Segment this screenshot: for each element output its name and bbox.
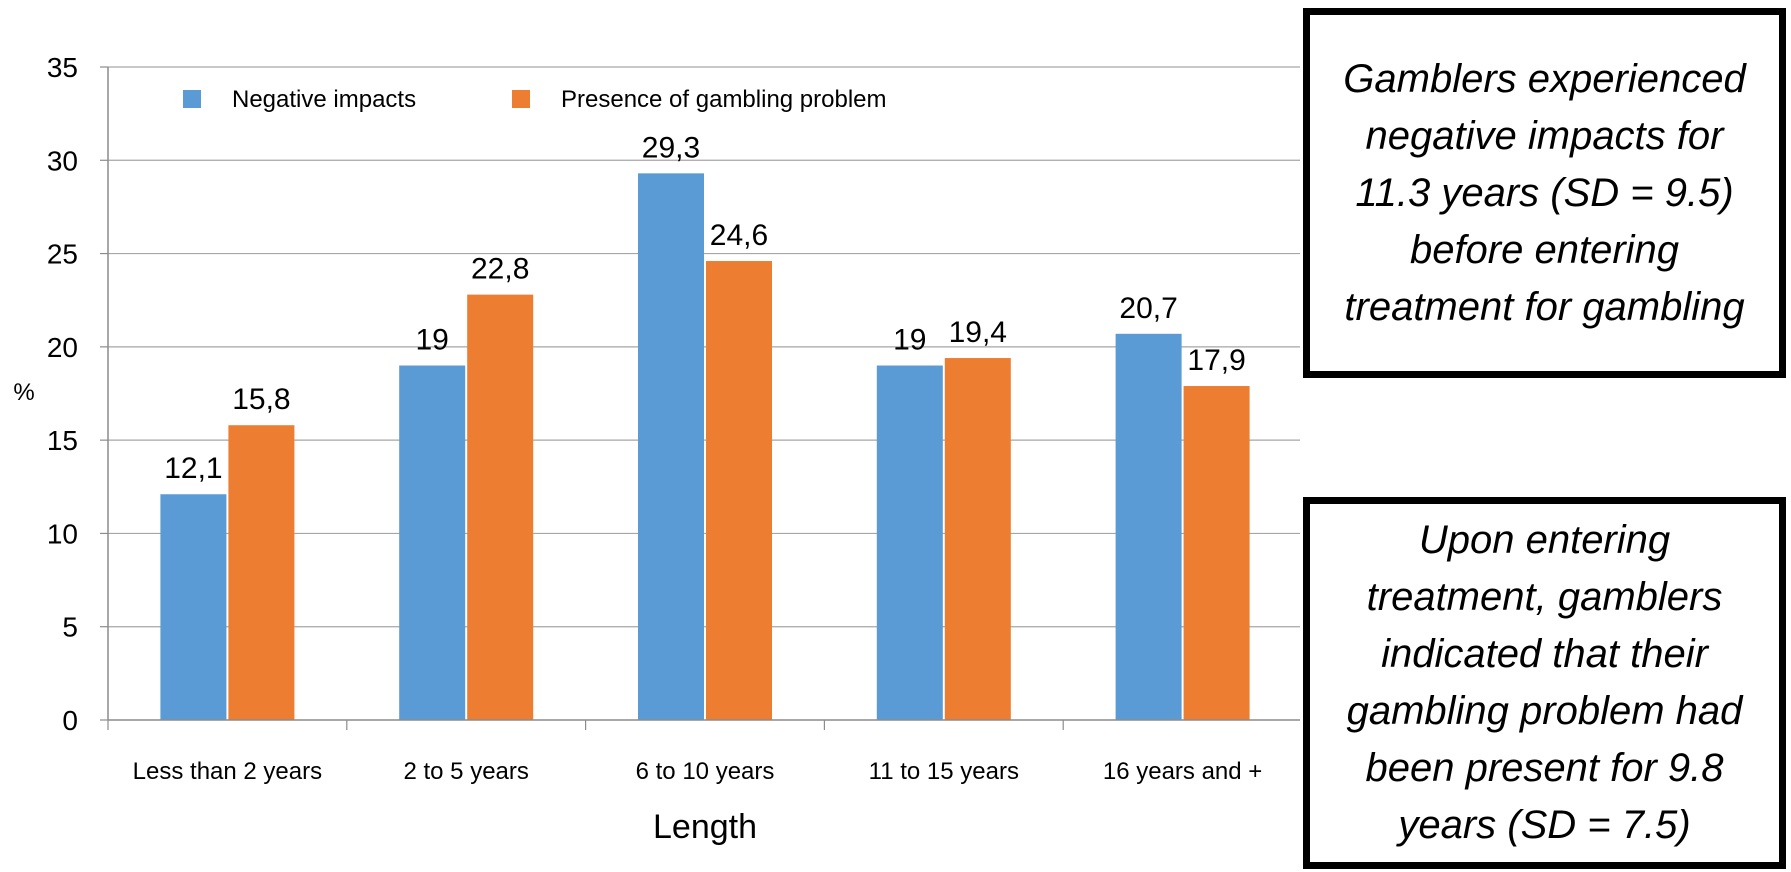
bar-negative-impacts bbox=[399, 365, 466, 720]
legend-label: Presence of gambling problem bbox=[561, 86, 887, 113]
data-label: 29,3 bbox=[642, 131, 700, 164]
bar-gambling-problem bbox=[228, 425, 295, 720]
data-label: 12,1 bbox=[164, 452, 222, 485]
bar-gambling-problem bbox=[944, 358, 1011, 720]
bar-negative-impacts bbox=[638, 173, 704, 721]
legend-swatch bbox=[183, 90, 201, 108]
y-tick-label: 15 bbox=[47, 425, 78, 456]
x-tick-label: 6 to 10 years bbox=[636, 758, 775, 785]
data-label: 20,7 bbox=[1119, 292, 1177, 325]
callout-negative-impacts: Gamblers experienced negative impacts fo… bbox=[1303, 8, 1786, 378]
x-tick-label: 11 to 15 years bbox=[869, 758, 1019, 785]
x-tick-label: 16 years and + bbox=[1103, 758, 1262, 785]
y-tick-label: 35 bbox=[47, 52, 78, 83]
bar-gambling-problem bbox=[706, 261, 772, 720]
data-label: 19,4 bbox=[949, 316, 1007, 349]
bar-negative-impacts bbox=[876, 365, 943, 720]
x-tick-label: 2 to 5 years bbox=[403, 758, 528, 785]
data-label: 19 bbox=[416, 324, 449, 357]
data-label: 15,8 bbox=[232, 383, 290, 416]
legend-label: Negative impacts bbox=[232, 86, 416, 113]
y-tick-label: 10 bbox=[47, 518, 78, 549]
y-tick-label: 25 bbox=[47, 239, 78, 270]
bar-gambling-problem bbox=[1183, 386, 1250, 720]
y-tick-label: 20 bbox=[47, 332, 78, 363]
axes: 0 5 10 15 20 25 30 35 Less than 2 years 2 to 5 ye… bbox=[13, 52, 1300, 846]
data-label: 17,9 bbox=[1187, 344, 1245, 377]
data-label: 24,6 bbox=[710, 219, 768, 252]
data-label: 19 bbox=[893, 324, 926, 357]
x-axis-title: Length bbox=[653, 808, 757, 846]
data-label: 22,8 bbox=[471, 253, 529, 286]
x-tick-label: Less than 2 years bbox=[133, 758, 322, 785]
data-labels: 12,1 15,8 19 22,8 29,3 24,6 19 19,4 20,7 17,9 bbox=[164, 131, 1246, 485]
legend: Negative impacts Presence of gambling pro… bbox=[183, 86, 887, 113]
legend-swatch bbox=[512, 90, 530, 108]
callout-problem-presence: Upon entering treatment, gamblers indica… bbox=[1303, 497, 1786, 869]
bars bbox=[160, 173, 1250, 721]
y-tick-label: 5 bbox=[62, 612, 78, 643]
bar-negative-impacts bbox=[160, 494, 227, 720]
callout-problem-presence-text: Upon entering treatment, gamblers indica… bbox=[1346, 518, 1743, 847]
callout-negative-impacts-text: Gamblers experienced negative impacts fo… bbox=[1343, 56, 1746, 329]
y-tick-label: 30 bbox=[47, 145, 78, 176]
gridlines bbox=[108, 66, 1300, 628]
bar-negative-impacts bbox=[1115, 333, 1182, 720]
bar-chart: 0 5 10 15 20 25 30 35 Less than 2 years 2 to 5 ye… bbox=[13, 52, 1300, 846]
y-axis-title: % bbox=[13, 379, 34, 406]
bar-gambling-problem bbox=[467, 294, 534, 720]
y-tick-label: 0 bbox=[62, 705, 78, 736]
